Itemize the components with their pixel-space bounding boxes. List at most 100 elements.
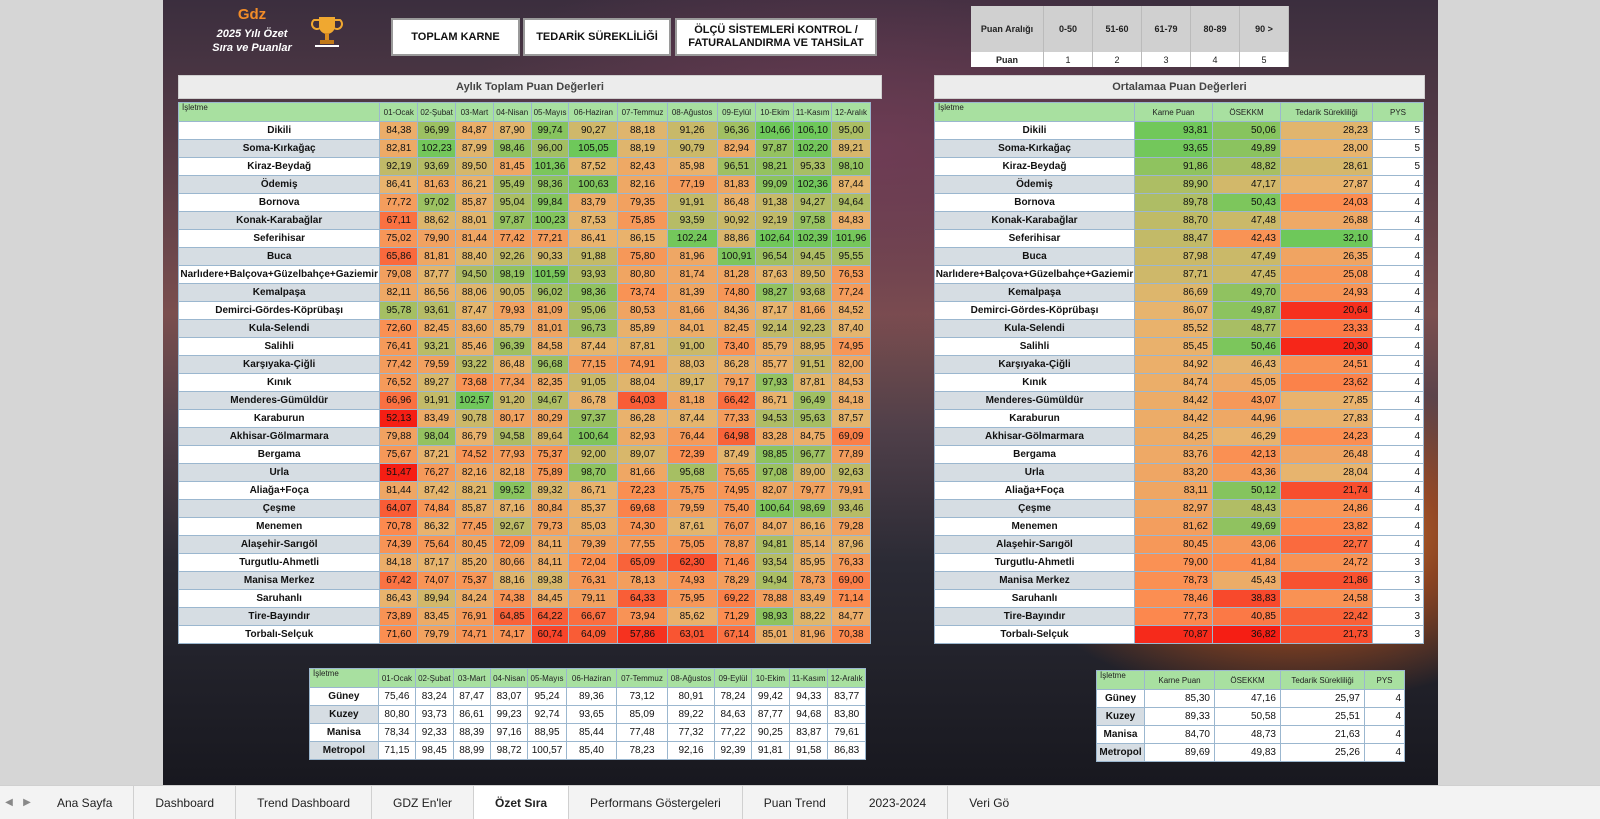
score-cell: 72,60 [379, 319, 419, 338]
score-cell: 73,40 [716, 337, 757, 356]
score-cell: 84,92 [1134, 355, 1213, 374]
score-cell: 94,53 [755, 409, 795, 428]
row-name: Demirci-Gördes-Köprübaşı [177, 301, 381, 320]
row-name: Karaburun [934, 409, 1135, 428]
sheet-tab[interactable]: Ana Sayfa [36, 786, 135, 819]
tedarik-surekliligi-button[interactable]: TEDARİK SÜREKLİLİĞİ [523, 18, 671, 56]
score-cell: 91,20 [492, 391, 532, 410]
score-cell: 102,39 [793, 229, 833, 248]
score-cell: 84,07 [755, 517, 795, 536]
row-name: Demirci-Gördes-Köprübaşı [934, 301, 1135, 320]
score-cell: 72,09 [492, 535, 532, 554]
score-cell: 79,77 [793, 481, 833, 500]
sheet-tab[interactable]: Trend Dashboard [236, 786, 373, 819]
score-cell: 20,30 [1280, 337, 1373, 356]
sheet-tab[interactable]: Veri Gö [969, 795, 1010, 810]
score-cell: 95,33 [793, 157, 833, 176]
score-cell: 86,41 [568, 229, 619, 248]
score-cell: 95,24 [527, 687, 567, 706]
score-cell: 77,73 [1134, 607, 1213, 626]
sheet-tab[interactable]: GDZ En'ler [372, 786, 475, 819]
row-name: Ödemiş [934, 175, 1135, 194]
score-cell: 75,80 [617, 247, 668, 266]
range-cell: 90 > [1239, 6, 1289, 52]
score-cell: 86,48 [716, 193, 757, 212]
pys-cell: 3 [1372, 625, 1424, 644]
score-cell: 92,19 [379, 157, 419, 176]
score-cell: 76,31 [568, 571, 619, 590]
table-row: Kiraz-Beydağ 92,19 93,69 89,50 81,45 101,36 87… [177, 157, 871, 176]
toplam-karne-button[interactable]: TOPLAM KARNE [391, 18, 520, 56]
score-cell: 86,83 [827, 741, 866, 760]
subtitle-desc: Sıra ve Puanlar [212, 42, 292, 54]
score-cell: 87,17 [755, 301, 795, 320]
score-cell: 86,71 [568, 481, 619, 500]
score-cell: 84,70 [1144, 725, 1215, 744]
row-name: Alaşehir-Sarıgöl [177, 535, 381, 554]
column-header: PYS [1372, 102, 1424, 122]
score-cell: 99,42 [750, 687, 791, 706]
row-name: Karaburun [177, 409, 381, 428]
table-row: Narlıdere+Balçova+Güzelbahçe+Gaziemir 87,… [934, 265, 1424, 284]
sheet-tab[interactable]: Performans Göstergeleri [569, 786, 743, 819]
score-cell: 71,60 [379, 625, 419, 644]
score-cell: 96,36 [716, 121, 757, 140]
score-cell: 78,23 [616, 741, 668, 760]
table-row: Ödemiş 86,41 81,63 86,21 95,49 98,36 100,63 82,… [177, 175, 871, 194]
score-cell: 87,63 [755, 265, 795, 284]
row-name: Buca [934, 247, 1135, 266]
score-cell: 88,06 [454, 283, 494, 302]
score-cell: 43,06 [1212, 535, 1281, 554]
score-cell: 74,80 [716, 283, 757, 302]
score-cell: 88,19 [617, 139, 668, 158]
score-cell: 76,91 [454, 607, 494, 626]
table-row: Güney 85,30 47,16 25,97 4 [1096, 689, 1405, 708]
score-cell: 92,16 [666, 741, 716, 760]
score-cell: 98,85 [755, 445, 795, 464]
table-row: Alaşehir-Sarıgöl 80,45 43,06 22,77 4 [934, 535, 1424, 554]
score-cell: 98,69 [793, 499, 833, 518]
column-header: İşletme [177, 102, 381, 122]
score-cell: 44,96 [1212, 409, 1281, 428]
score-cell: 89,22 [666, 705, 716, 724]
score-cell: 48,82 [1212, 157, 1281, 176]
score-cell: 79,00 [1134, 553, 1213, 572]
row-name: Dikili [177, 121, 381, 140]
sheet-tab[interactable]: Puan Trend [743, 786, 848, 819]
table-row: Dikili 84,38 96,99 84,87 87,90 99,74 90,27 88,1… [177, 121, 871, 140]
column-header: 12-Aralık [831, 102, 871, 122]
table-row: Soma-Kırkağaç 82,81 102,23 87,99 98,46 96,00 1… [177, 139, 871, 158]
tab-scroll-left-icon[interactable]: ◀ [5, 797, 13, 808]
column-header: 06-Haziran [565, 668, 618, 688]
sheet-tab[interactable]: 2023-2024 [848, 786, 949, 819]
row-name: Turgutlu-Ahmetli [177, 553, 381, 572]
table-row: Bornova 77,72 97,02 85,87 95,04 99,84 83,79 79,… [177, 193, 871, 212]
score-cell: 90,79 [666, 139, 718, 158]
column-header: 11-Kasım [789, 668, 829, 688]
score-cell: 83,77 [827, 687, 866, 706]
score-cell: 100,64 [755, 499, 795, 518]
score-cell: 100,91 [716, 247, 757, 266]
score-cell: 20,64 [1280, 301, 1373, 320]
table-row: Manisa Merkez 67,42 74,07 75,37 88,16 89,38 76… [177, 571, 871, 590]
row-name: Karşıyaka-Çiğli [177, 355, 381, 374]
score-cell: 83,87 [789, 723, 829, 742]
table-row: Kuzey 80,80 93,73 86,61 99,23 92,74 93,65 85,09… [309, 705, 866, 724]
pys-cell: 4 [1372, 409, 1424, 428]
score-cell: 79,08 [379, 265, 419, 284]
tab-scroll-right-icon[interactable]: ▶ [23, 797, 31, 808]
olcu-sistemleri-button[interactable]: ÖLÇÜ SİSTEMLERİ KONTROL / FATURALANDIRMA… [675, 18, 877, 56]
row-name: Ödemiş [177, 175, 381, 194]
score-cell: 98,45 [415, 741, 454, 760]
sheet-tab-active[interactable]: Özet Sıra [474, 786, 570, 819]
score-cell: 84,18 [379, 553, 419, 572]
score-cell: 90,25 [750, 723, 791, 742]
score-cell: 85,14 [793, 535, 833, 554]
row-name: Salihli [177, 337, 381, 356]
sheet-tab[interactable]: Dashboard [134, 786, 237, 819]
table-row: Buca 65,86 81,81 88,40 92,26 90,33 91,88 75,80 8… [177, 247, 871, 266]
score-cell: 88,03 [666, 355, 718, 374]
score-cell: 84,53 [831, 373, 871, 392]
score-cell: 81,96 [666, 247, 718, 266]
table-row: Narlıdere+Balçova+Güzelbahçe+Gaziemir 79,… [177, 265, 871, 284]
